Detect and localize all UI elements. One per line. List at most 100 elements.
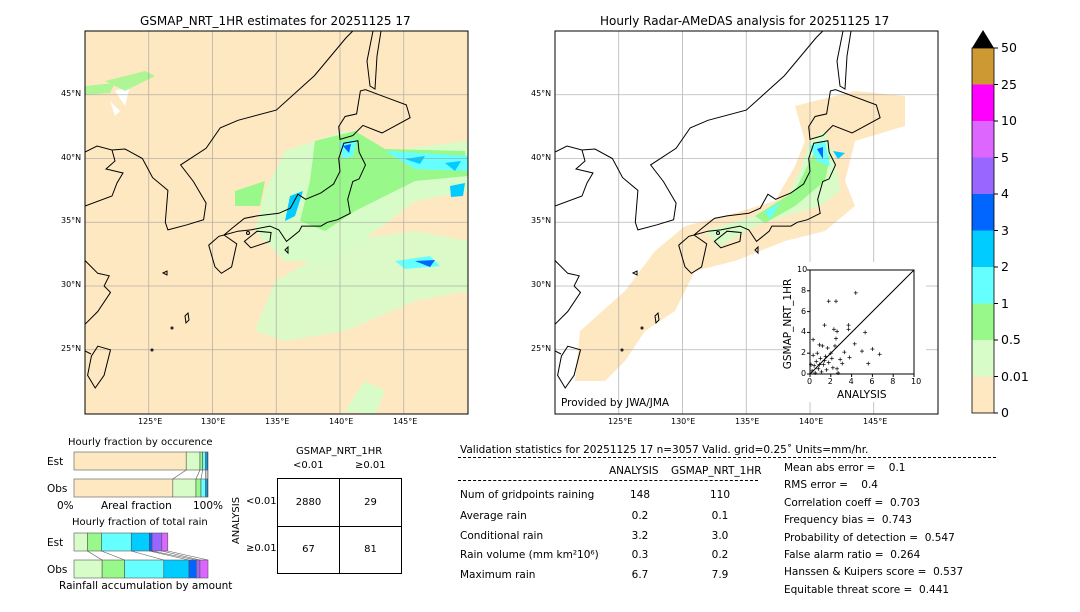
- stats-row-gsmap: 0.1: [711, 510, 729, 522]
- scatter-point: [834, 299, 838, 304]
- colorbar-label: 0: [1001, 405, 1009, 420]
- total-rain-obs-segment: [199, 559, 209, 579]
- colorbar-segment: [972, 48, 994, 85]
- scatter-point: [823, 354, 828, 359]
- divider: [458, 457, 996, 458]
- occurrence-est-segment: [199, 451, 203, 471]
- row-label-est: Est: [47, 456, 64, 468]
- areal-fraction-label: Areal fraction: [101, 500, 172, 512]
- score-line: Probability of detection = 0.547: [784, 531, 955, 544]
- scatter-point: [812, 363, 817, 368]
- fraction-bars: [73, 451, 209, 579]
- total-rain-obs-segment: [163, 559, 190, 579]
- contingency-table: 2880 29 67 81: [277, 478, 402, 574]
- col-gsmap: GSMAP_NRT_1HR: [671, 465, 762, 477]
- row-label-est: Est: [47, 537, 64, 549]
- scatter-point: [838, 357, 843, 362]
- scatter-ytick: 4: [801, 327, 807, 337]
- scatter-point: [840, 361, 845, 366]
- cell-false-alarms: 29: [364, 497, 377, 508]
- scatter-xtick: 4: [848, 377, 854, 386]
- stats-row-analysis: 6.7: [631, 569, 649, 581]
- lon-label: 145°E: [863, 417, 888, 426]
- total-rain-obs-segment: [124, 559, 165, 579]
- right-map-title: Hourly Radar-AMeDAS analysis for 2025112…: [600, 14, 890, 28]
- colorbar-label: 0.5: [1001, 332, 1021, 347]
- axis-label-0: 0%: [57, 500, 74, 512]
- colorbar-label: 3: [1001, 222, 1009, 238]
- lon-label: 135°E: [265, 417, 290, 426]
- scatter-point: [820, 343, 825, 348]
- scatter-point: [821, 362, 826, 367]
- scatter-point: [809, 362, 814, 367]
- occurrence-obs-segment: [200, 478, 206, 498]
- colorbar-segment: [972, 194, 994, 231]
- scatter-point: [831, 327, 836, 332]
- scatter-point: [829, 356, 834, 361]
- scatter-point: [866, 361, 871, 366]
- row-label: <0.01: [246, 496, 277, 507]
- total-rain-obs-segment: [188, 559, 197, 579]
- cell-hits: 81: [364, 544, 377, 555]
- scatter-point: [816, 366, 821, 371]
- colorbar-label: 25: [1001, 76, 1017, 92]
- stats-row-label: Num of gridpoints raining: [460, 489, 595, 501]
- scatter-ytick: 6: [801, 306, 807, 316]
- total-rain-est-segment: [149, 532, 153, 552]
- scatter-point: [818, 356, 823, 361]
- score-line: Equitable threat score = 0.441: [784, 583, 950, 596]
- lon-label: 125°E: [608, 417, 633, 426]
- total-rain-obs-segment: [101, 559, 125, 579]
- occurrence-obs-segment: [172, 478, 197, 498]
- scatter-point: [877, 352, 882, 357]
- lon-label: 145°E: [393, 417, 418, 426]
- total-rain-est-segment: [87, 532, 102, 552]
- lat-label: 45°N: [61, 89, 82, 98]
- stats-row-gsmap: 3.0: [711, 530, 729, 542]
- right-map: [554, 30, 939, 415]
- scatter-point: [846, 327, 851, 332]
- lon-label: 140°E: [799, 417, 824, 426]
- contingency-col-title: GSMAP_NRT_1HR: [296, 446, 383, 457]
- scatter-point: [810, 368, 815, 373]
- stats-row-gsmap: 0.2: [711, 549, 729, 561]
- stats-row-analysis: 0.3: [631, 549, 649, 561]
- scatter-point: [835, 329, 840, 334]
- scatter-xtick: 2: [827, 377, 833, 386]
- total-rain-est-segment: [73, 532, 88, 552]
- colorbar-label: 4: [1001, 186, 1009, 201]
- scatter-point: [832, 343, 837, 348]
- occurrence-est-segment: [185, 451, 201, 471]
- stats-row-label: Maximum rain: [460, 569, 536, 581]
- stats-row-label: Average rain: [460, 510, 527, 522]
- lon-label: 135°E: [735, 417, 760, 426]
- score-line: Mean abs error = 0.1: [784, 462, 906, 474]
- scatter-point: [847, 355, 852, 360]
- scatter-point: [822, 323, 827, 328]
- row-label-obs: Obs: [47, 564, 68, 576]
- cell-hits-none: 2880: [295, 497, 322, 508]
- scatter-point: [836, 370, 841, 375]
- scatter-point: [830, 365, 835, 370]
- cell-misses: 67: [302, 544, 315, 555]
- scatter-point: [828, 351, 833, 356]
- score-line: RMS error = 0.4: [784, 479, 878, 492]
- occurrence-est-segment: [73, 451, 187, 471]
- lat-label: 45°N: [531, 89, 552, 98]
- colorbar-segment: [972, 267, 994, 304]
- stats-row-analysis: 3.2: [631, 530, 649, 542]
- lat-label: 40°N: [531, 153, 552, 162]
- row-label-obs: Obs: [47, 483, 68, 495]
- colorbar-label: 50: [1001, 40, 1017, 55]
- colorbar-label: 10: [1001, 113, 1017, 128]
- total-rain-obs-segment: [195, 559, 201, 579]
- stats-row-label: Conditional rain: [460, 530, 544, 542]
- stats-header: Validation statistics for 20251125 17 n=…: [460, 444, 869, 456]
- scatter-inset: [786, 262, 926, 402]
- axis-label-100: 100%: [193, 500, 224, 512]
- scatter-ytick: 8: [801, 285, 807, 295]
- contingency-row-title: ANALYSIS: [231, 496, 243, 545]
- scatter-point: [814, 359, 819, 364]
